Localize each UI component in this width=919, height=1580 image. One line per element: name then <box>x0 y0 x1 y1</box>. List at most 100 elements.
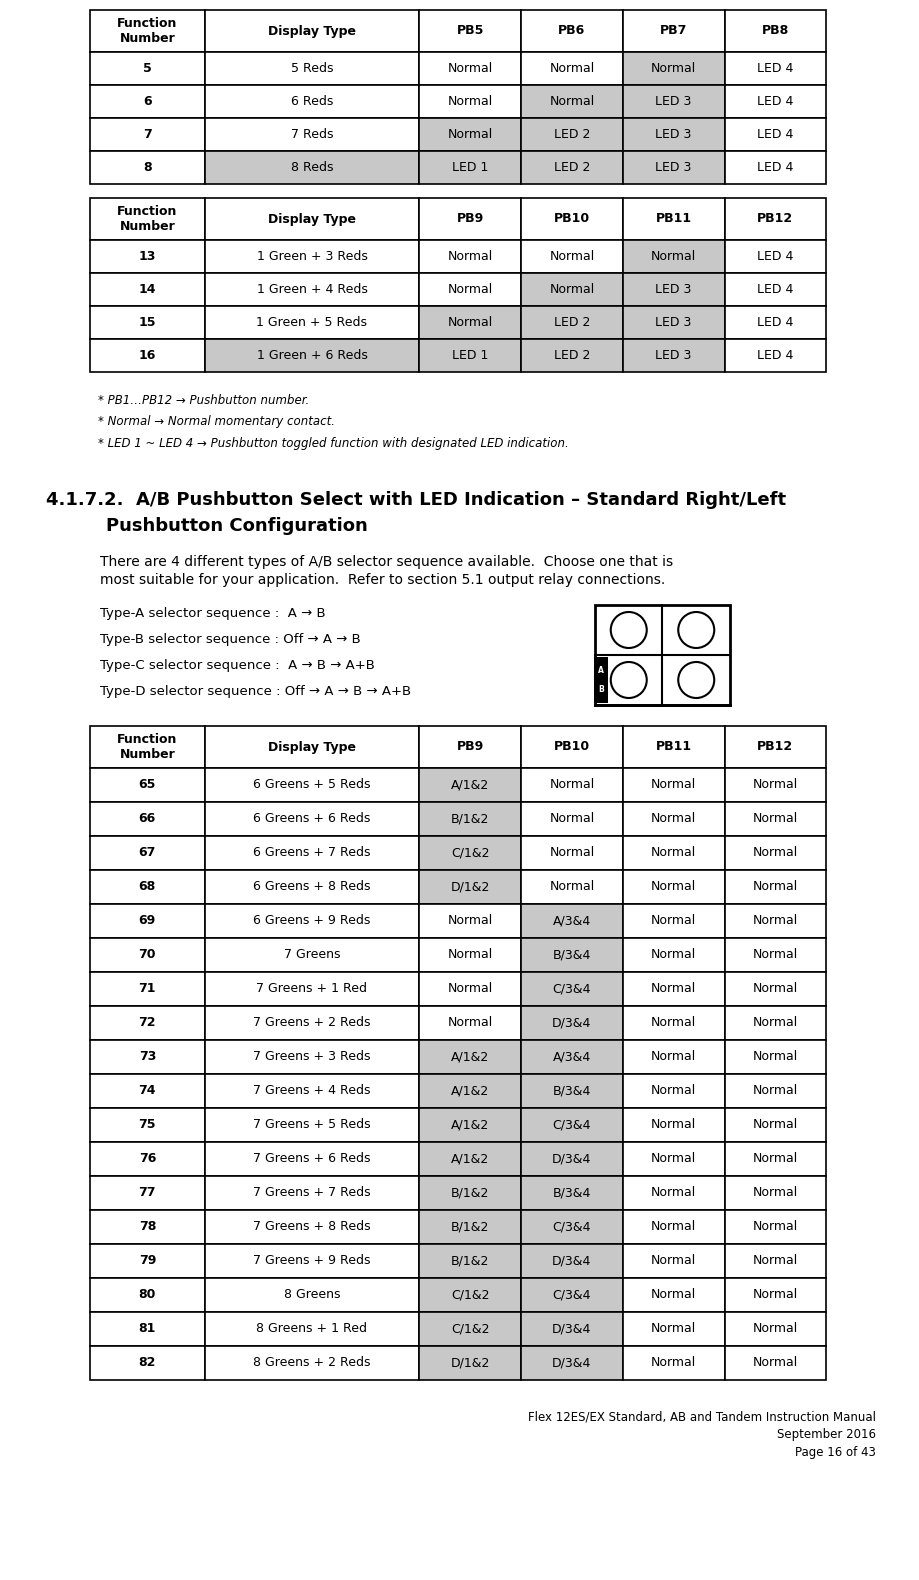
Text: 73: 73 <box>139 1051 156 1063</box>
Text: Display Type: Display Type <box>267 25 356 38</box>
Text: 67: 67 <box>139 847 156 860</box>
Text: Normal: Normal <box>447 983 493 995</box>
Text: 16: 16 <box>139 349 156 362</box>
Bar <box>419 52 520 85</box>
Text: A/1&2: A/1&2 <box>450 1084 489 1098</box>
Text: Display Type: Display Type <box>267 741 356 754</box>
Text: Normal: Normal <box>447 915 493 927</box>
Bar <box>520 1278 622 1311</box>
Text: 8: 8 <box>142 161 152 174</box>
Bar <box>520 85 622 118</box>
Bar <box>204 803 419 836</box>
Text: 8 Reds: 8 Reds <box>290 161 333 174</box>
Bar <box>419 198 520 240</box>
Bar <box>622 240 724 273</box>
Bar <box>724 1243 825 1278</box>
Text: 1 Green + 3 Reds: 1 Green + 3 Reds <box>256 250 367 262</box>
Bar <box>90 118 204 152</box>
Bar <box>419 1346 520 1379</box>
Bar <box>419 1074 520 1108</box>
Text: 66: 66 <box>139 812 156 825</box>
Text: 6 Greens + 9 Reds: 6 Greens + 9 Reds <box>253 915 370 927</box>
Text: Normal: Normal <box>651 1255 696 1267</box>
Text: Normal: Normal <box>651 915 696 927</box>
Bar <box>419 904 520 939</box>
Bar <box>622 1006 724 1040</box>
Bar <box>90 836 204 871</box>
Text: Normal: Normal <box>752 1220 797 1234</box>
Bar <box>419 118 520 152</box>
Text: D/1&2: D/1&2 <box>450 880 489 894</box>
Text: Normal: Normal <box>549 812 594 825</box>
Text: * Normal → Normal momentary contact.: * Normal → Normal momentary contact. <box>98 416 335 428</box>
Bar <box>90 1040 204 1074</box>
Text: A/1&2: A/1&2 <box>450 1119 489 1131</box>
Text: 79: 79 <box>139 1255 156 1267</box>
Text: 74: 74 <box>139 1084 156 1098</box>
Text: 6 Greens + 7 Reds: 6 Greens + 7 Reds <box>253 847 370 860</box>
Bar <box>520 836 622 871</box>
Bar <box>90 1074 204 1108</box>
Text: LED 4: LED 4 <box>756 95 793 107</box>
Bar <box>520 198 622 240</box>
Bar <box>520 1346 622 1379</box>
Text: * LED 1 ~ LED 4 → Pushbutton toggled function with designated LED indication.: * LED 1 ~ LED 4 → Pushbutton toggled fun… <box>98 438 568 450</box>
Bar <box>90 273 204 307</box>
Bar <box>595 605 729 705</box>
Text: 14: 14 <box>139 283 156 295</box>
Text: PB10: PB10 <box>553 212 589 226</box>
Bar <box>622 1311 724 1346</box>
Text: Normal: Normal <box>752 1322 797 1335</box>
Bar <box>622 1074 724 1108</box>
Bar <box>724 52 825 85</box>
Text: Type-A selector sequence :  A → B: Type-A selector sequence : A → B <box>100 607 325 621</box>
Text: Normal: Normal <box>651 1187 696 1199</box>
Bar <box>204 152 419 183</box>
Text: Normal: Normal <box>752 1289 797 1302</box>
Text: Normal: Normal <box>651 847 696 860</box>
Text: D/3&4: D/3&4 <box>551 1016 591 1030</box>
Text: LED 1: LED 1 <box>451 161 488 174</box>
Bar <box>419 273 520 307</box>
Text: Normal: Normal <box>549 779 594 792</box>
Bar <box>419 1311 520 1346</box>
Circle shape <box>677 662 713 698</box>
Bar <box>622 1210 724 1243</box>
Text: 7 Greens + 5 Reds: 7 Greens + 5 Reds <box>253 1119 370 1131</box>
Text: C/3&4: C/3&4 <box>552 1220 591 1234</box>
Bar <box>520 1176 622 1210</box>
Bar <box>419 803 520 836</box>
Bar <box>204 1142 419 1176</box>
Text: LED 2: LED 2 <box>553 161 589 174</box>
Bar <box>724 904 825 939</box>
Bar <box>622 85 724 118</box>
Text: D/3&4: D/3&4 <box>551 1255 591 1267</box>
Bar <box>520 1210 622 1243</box>
Bar <box>520 273 622 307</box>
Text: PB5: PB5 <box>456 25 483 38</box>
Bar <box>204 240 419 273</box>
Bar <box>724 152 825 183</box>
Text: 71: 71 <box>139 983 156 995</box>
Text: PB7: PB7 <box>659 25 686 38</box>
Text: LED 4: LED 4 <box>756 283 793 295</box>
Text: 7 Greens + 8 Reds: 7 Greens + 8 Reds <box>253 1220 370 1234</box>
Bar <box>520 1243 622 1278</box>
Text: B/3&4: B/3&4 <box>552 1084 591 1098</box>
Text: Normal: Normal <box>651 1084 696 1098</box>
Bar <box>419 340 520 371</box>
Text: Normal: Normal <box>549 62 594 74</box>
Text: 7 Greens + 2 Reds: 7 Greens + 2 Reds <box>253 1016 370 1030</box>
Bar <box>724 803 825 836</box>
Text: A/3&4: A/3&4 <box>552 915 590 927</box>
Bar <box>724 1311 825 1346</box>
Text: 1 Green + 4 Reds: 1 Green + 4 Reds <box>256 283 367 295</box>
Text: C/1&2: C/1&2 <box>450 847 489 860</box>
Text: Function
Number: Function Number <box>117 17 177 44</box>
Text: Normal: Normal <box>752 1152 797 1166</box>
Bar <box>204 85 419 118</box>
Text: Function
Number: Function Number <box>117 205 177 232</box>
Text: Normal: Normal <box>752 948 797 962</box>
Text: 15: 15 <box>139 316 156 329</box>
Text: September 2016: September 2016 <box>777 1428 875 1441</box>
